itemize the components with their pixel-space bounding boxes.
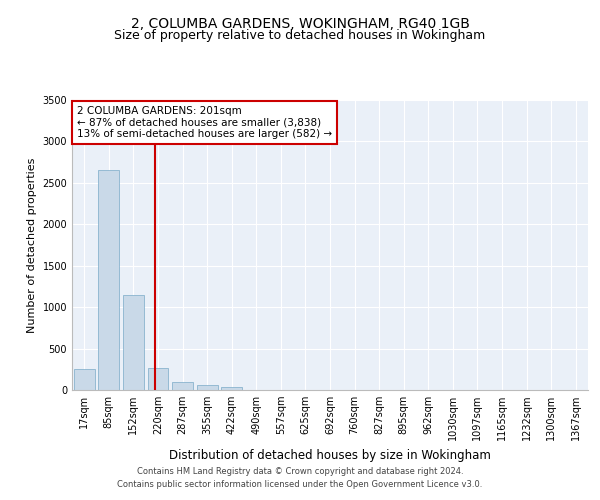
Bar (197, 385, 218, 390)
X-axis label: Distribution of detached houses by size in Wokingham: Distribution of detached houses by size … (169, 448, 491, 462)
Bar (221, 386, 242, 390)
Bar (123, 294, 144, 390)
Bar (148, 368, 169, 390)
Bar (172, 382, 193, 390)
Text: Contains public sector information licensed under the Open Government Licence v3: Contains public sector information licen… (118, 480, 482, 489)
Text: 2 COLUMBA GARDENS: 201sqm
← 87% of detached houses are smaller (3,838)
13% of se: 2 COLUMBA GARDENS: 201sqm ← 87% of detac… (77, 106, 332, 139)
Text: Contains HM Land Registry data © Crown copyright and database right 2024.: Contains HM Land Registry data © Crown c… (137, 467, 463, 476)
Text: 2, COLUMBA GARDENS, WOKINGHAM, RG40 1GB: 2, COLUMBA GARDENS, WOKINGHAM, RG40 1GB (131, 18, 469, 32)
Text: Size of property relative to detached houses in Wokingham: Size of property relative to detached ho… (115, 29, 485, 42)
Bar (74, 370, 95, 390)
Y-axis label: Number of detached properties: Number of detached properties (27, 158, 37, 332)
Bar (98, 170, 119, 390)
